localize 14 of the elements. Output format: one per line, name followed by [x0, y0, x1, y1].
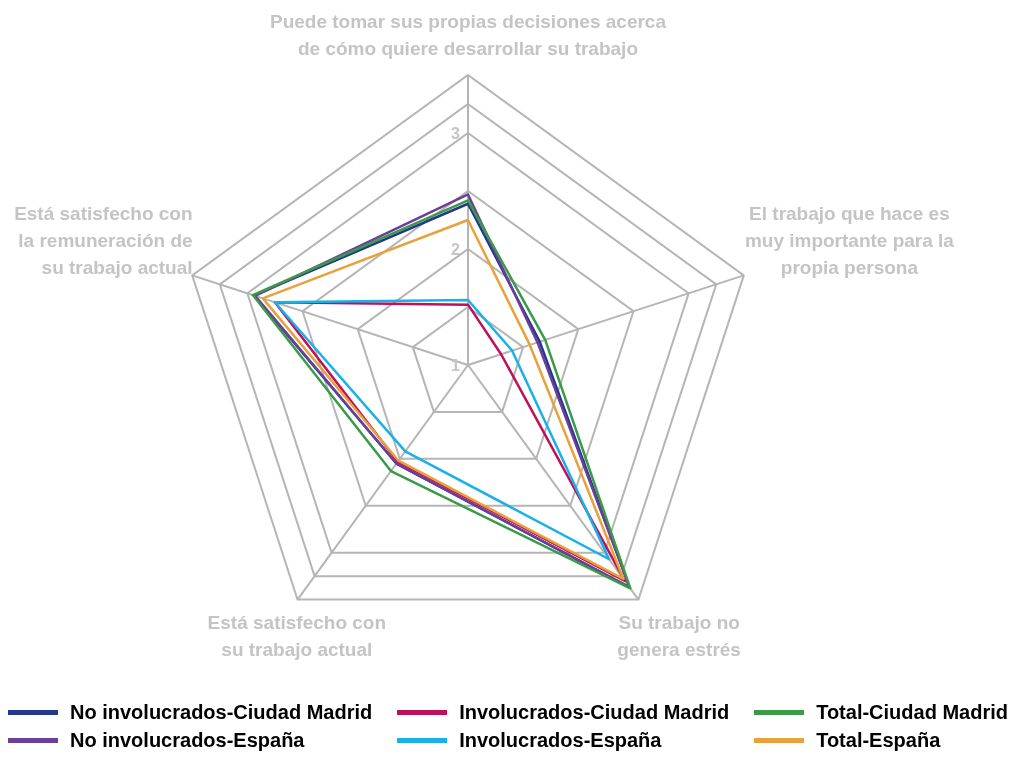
legend-label: No involucrados-España [70, 728, 305, 752]
y-tick-label: 1 [451, 357, 461, 374]
spoke-label: El trabajo que hace es muy importante para la propia persona [744, 202, 955, 278]
spoke-label: Su trabajo no genera estrés [617, 612, 741, 661]
spoke-label: Puede tomar sus propias decisiones acerca de cómo quiere desarrollar su trabajo [269, 11, 667, 59]
legend-label: Total-Ciudad Madrid [816, 700, 1008, 724]
legend-label: Involucrados-España [459, 728, 662, 752]
legend-label: Involucrados-Ciudad Madrid [459, 700, 730, 724]
y-tick-label: 2 [451, 241, 461, 258]
spoke-label: Está satisfecho con la remuneración de su trabajo actual [14, 202, 193, 278]
legend-label: Total-España [816, 728, 941, 752]
y-tick-label: 3 [451, 125, 461, 142]
legend-label: No involucrados-Ciudad Madrid [70, 700, 373, 724]
spoke-label: Está satisfecho con su trabajo actual [207, 612, 387, 661]
